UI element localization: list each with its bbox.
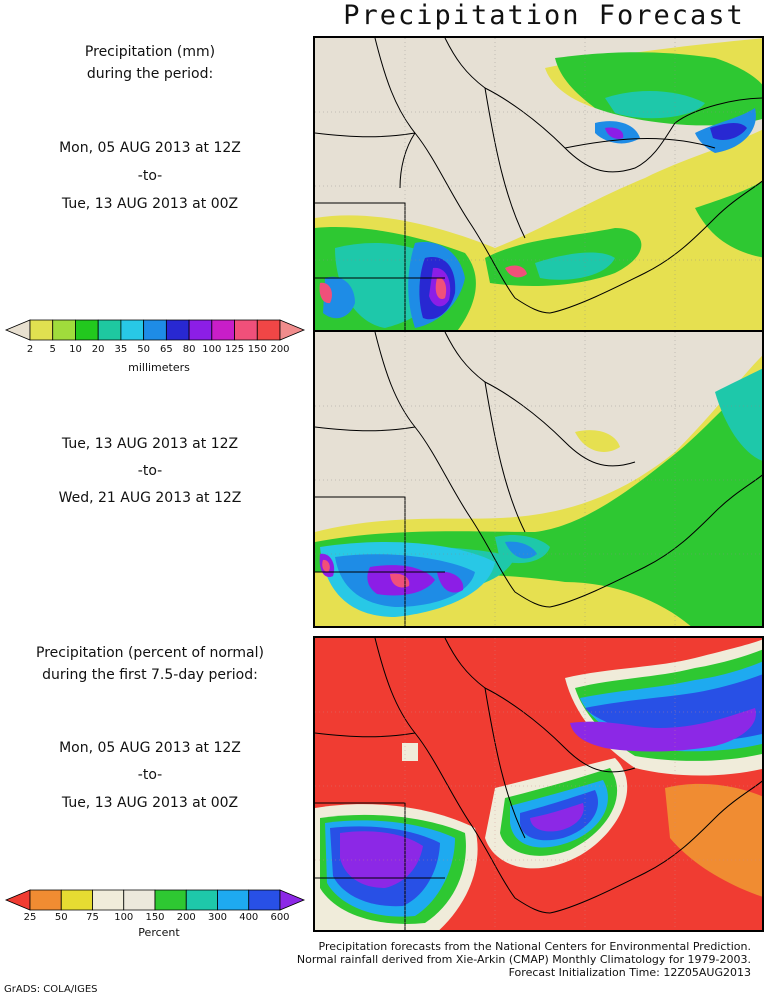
percent-colorbar-unit: Percent xyxy=(138,926,180,939)
percent-colorbar: 25 50 75 100 150 200 300 400 600 Percent xyxy=(0,886,310,946)
section3-end-date: Tue, 13 AUG 2013 at 00Z xyxy=(61,795,239,811)
mm-colorbar-swatch xyxy=(279,319,306,341)
percent-colorbar-swatch xyxy=(185,889,218,911)
mm-colorbar-tick-label: 80 xyxy=(182,344,196,355)
map-week2 xyxy=(315,332,762,626)
mm-colorbar-tick-label: 5 xyxy=(49,344,56,355)
mm-colorbar-swatch xyxy=(97,319,122,341)
mm-colorbar: 2 5 10 20 35 50 65 80 100 125 150 200 millimeters xyxy=(0,316,310,386)
footer-line-2: Normal rainfall derived from Xie-Arkin (… xyxy=(296,953,751,966)
section2-end-date: Wed, 21 AUG 2013 at 12Z xyxy=(58,490,242,506)
mm-colorbar-tick-label: 35 xyxy=(114,344,128,355)
section1-end-date: Tue, 13 AUG 2013 at 00Z xyxy=(61,196,239,212)
footer-line-3: Forecast Initialization Time: 12Z05AUG20… xyxy=(508,966,751,979)
percent-colorbar-tick-label: 100 xyxy=(114,912,134,923)
section1-heading-line2: during the period: xyxy=(86,66,214,82)
percent-colorbar-swatch xyxy=(217,889,250,911)
map-panel-percent-normal xyxy=(313,636,764,932)
section1-to: -to- xyxy=(137,168,163,184)
percent-colorbar-swatch xyxy=(154,889,187,911)
mm-colorbar-swatch xyxy=(75,319,99,341)
percent-colorbar-tick-label: 300 xyxy=(207,912,228,923)
mm-colorbar-tick-label: 2 xyxy=(26,344,34,355)
section3-heading-line2: during the first 7.5-day period: xyxy=(42,667,258,683)
map-panel-week1-mm xyxy=(313,36,764,332)
footer-notes: Precipitation forecasts from the Nationa… xyxy=(297,940,751,979)
percent-colorbar-tick-label: 400 xyxy=(239,912,259,923)
percent-colorbar-tick-label: 25 xyxy=(23,912,37,923)
percent-colorbar-swatch xyxy=(29,889,62,911)
mm-colorbar-tick-label: 10 xyxy=(69,344,82,355)
mm-colorbar-swatch xyxy=(211,319,235,341)
map-week1 xyxy=(315,38,762,330)
percent-colorbar-tick-label: 75 xyxy=(86,912,99,923)
grads-credit: GrADS: COLA/IGES xyxy=(4,984,98,995)
percent-colorbar-swatches xyxy=(4,889,306,911)
mm-colorbar-tick-label: 20 xyxy=(91,344,105,355)
mm-colorbar-swatch xyxy=(120,319,145,341)
percent-colorbar-swatch xyxy=(92,889,125,911)
mm-colorbar-swatch xyxy=(4,319,31,341)
mm-colorbar-swatch xyxy=(143,319,167,341)
percent-colorbar-tick-label: 50 xyxy=(54,912,68,923)
mm-colorbar-swatches xyxy=(4,319,306,341)
mm-colorbar-tick-label: 200 xyxy=(270,344,290,355)
percent-colorbar-tick-label: 600 xyxy=(270,912,290,923)
section3-heading-line1: Precipitation (percent of normal) xyxy=(36,645,264,661)
percent-colorbar-swatch xyxy=(248,889,281,911)
mm-colorbar-swatch xyxy=(234,319,258,341)
mm-colorbar-swatch xyxy=(29,319,54,341)
mm-colorbar-swatch xyxy=(188,319,213,341)
percent-colorbar-swatch xyxy=(4,889,31,911)
footer-line-1: Precipitation forecasts from the Nationa… xyxy=(318,940,752,953)
mm-colorbar-tick-label: 65 xyxy=(159,344,173,355)
percent-colorbar-swatch xyxy=(60,889,93,911)
percent-colorbar-tick-label: 200 xyxy=(176,912,196,923)
map-panel-week2-mm xyxy=(313,330,764,628)
section2-to: -to- xyxy=(137,463,163,479)
mm-colorbar-tick-label: 125 xyxy=(224,344,245,355)
section1-start-date: Mon, 05 AUG 2013 at 12Z xyxy=(59,140,241,156)
mm-colorbar-tick-label: 150 xyxy=(247,344,267,355)
mm-colorbar-tick-label: 100 xyxy=(202,344,222,355)
percent-colorbar-swatch xyxy=(279,889,306,911)
percent-colorbar-tick-label: 150 xyxy=(145,912,165,923)
percent-colorbar-swatch xyxy=(123,889,156,911)
mm-colorbar-unit: millimeters xyxy=(128,361,190,374)
page-title: Precipitation Forecast xyxy=(343,0,745,31)
map-percent xyxy=(315,638,762,930)
mm-colorbar-swatch xyxy=(256,319,281,341)
mm-colorbar-swatch xyxy=(52,319,76,341)
mm-colorbar-tick-label: 50 xyxy=(137,344,150,355)
mm-colorbar-swatch xyxy=(165,319,190,341)
section2-start-date: Tue, 13 AUG 2013 at 12Z xyxy=(61,436,239,452)
section3-to: -to- xyxy=(137,767,163,783)
section1-heading-line1: Precipitation (mm) xyxy=(84,44,216,60)
section3-start-date: Mon, 05 AUG 2013 at 12Z xyxy=(59,740,241,756)
